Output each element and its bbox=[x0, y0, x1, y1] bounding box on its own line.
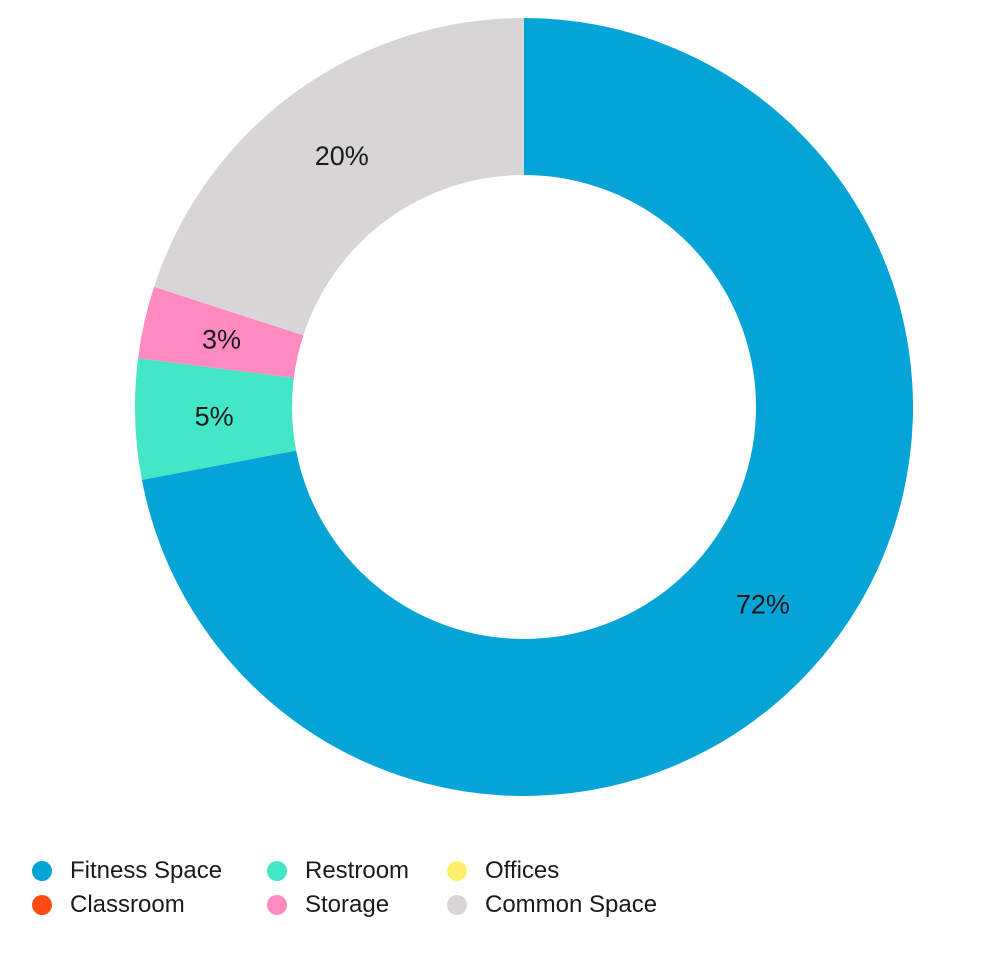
legend-swatch-classroom bbox=[32, 895, 52, 915]
legend-label-classroom: Classroom bbox=[70, 891, 185, 918]
legend-item-classroom: Classroom bbox=[32, 888, 267, 922]
legend-label-restroom: Restroom bbox=[305, 857, 410, 884]
donut-plot: 72% 5% 3% 20% bbox=[135, 18, 913, 796]
slice-common-space bbox=[154, 18, 525, 336]
legend-item-common-space: Common Space bbox=[447, 888, 707, 922]
legend-label-common-space: Common Space bbox=[485, 891, 658, 918]
chart-legend: Fitness Space Restroom Offices Classroom Sto… bbox=[32, 854, 707, 922]
legend-item-storage: Storage bbox=[267, 888, 447, 922]
legend-swatch-restroom bbox=[267, 861, 287, 881]
legend-item-restroom: Restroom bbox=[267, 854, 447, 888]
slice-label-fitness-space: 72% bbox=[736, 590, 790, 620]
legend-item-fitness-space: Fitness Space bbox=[32, 854, 267, 888]
legend-label-storage: Storage bbox=[305, 891, 390, 918]
legend-item-offices: Offices bbox=[447, 854, 707, 888]
legend-label-fitness-space: Fitness Space bbox=[70, 857, 223, 884]
legend-swatch-storage bbox=[267, 895, 287, 915]
slice-label-storage: 3% bbox=[202, 324, 241, 354]
slice-storage bbox=[138, 286, 304, 378]
legend-swatch-offices bbox=[447, 861, 467, 881]
slice-fitness-space bbox=[141, 18, 913, 796]
legend-swatch-fitness-space bbox=[32, 861, 52, 881]
slice-label-common-space: 20% bbox=[315, 141, 369, 171]
legend-label-offices: Offices bbox=[485, 857, 560, 884]
slice-label-restroom: 5% bbox=[195, 402, 234, 432]
slice-restroom bbox=[135, 358, 297, 480]
legend-swatch-common-space bbox=[447, 895, 467, 915]
